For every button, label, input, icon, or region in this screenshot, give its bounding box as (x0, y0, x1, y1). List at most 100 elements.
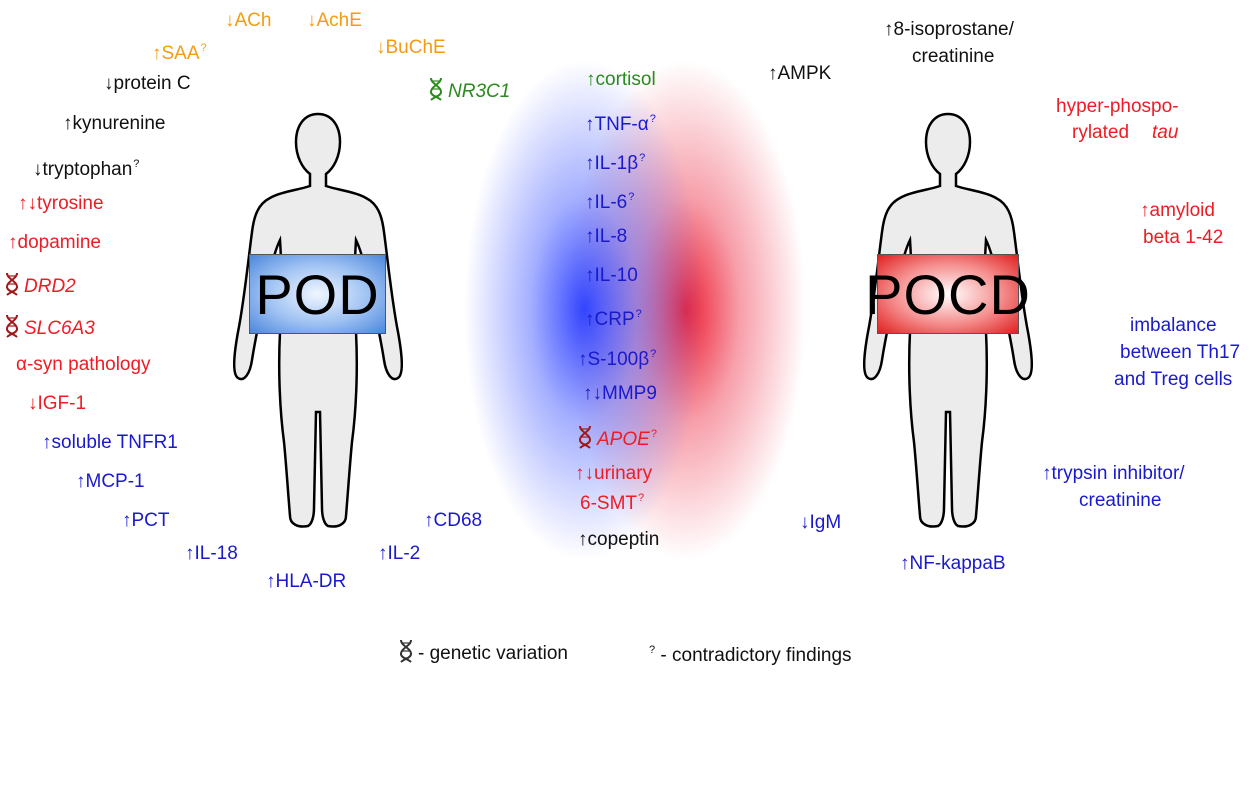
marker-ach: ↓ACh (225, 10, 271, 32)
marker-tnfa: ↑TNF-α? (585, 108, 656, 136)
question-mark-symbol: ? (628, 191, 635, 203)
marker-igm: ↓IgM (800, 512, 841, 534)
legend-contradictory: ? - contradictory findings (648, 639, 852, 667)
marker-apoe: APOE? (577, 423, 657, 455)
marker-text: DRD2 (24, 276, 76, 297)
marker-text: ↑dopamine (8, 232, 101, 253)
marker-il2: ↑IL-2 (378, 543, 420, 565)
marker-text: ↑IL-18 (185, 543, 238, 564)
marker-hladr: ↑HLA-DR (266, 571, 346, 593)
marker-slc6a3: SLC6A3 (4, 314, 95, 344)
marker-text: imbalance (1130, 315, 1217, 336)
legend-genetic: - genetic variation (398, 639, 568, 669)
marker-text: 6-SMT (580, 493, 637, 514)
marker-text: hyper-phospo- (1056, 96, 1179, 117)
marker-text: ↑↓tyrosine (18, 193, 104, 214)
marker-pct: ↑PCT (122, 510, 170, 532)
dna-helix-icon (578, 425, 592, 449)
marker-text: ↓BuChE (376, 37, 446, 58)
dna-helix-icon (399, 639, 413, 663)
marker-mmp9: ↑↓MMP9 (583, 383, 657, 405)
marker-drd2: DRD2 (4, 272, 76, 302)
marker-text: ↑IL-10 (585, 265, 638, 286)
marker-text: ↑amyloid (1140, 200, 1215, 221)
marker-isoprostane1: ↑8-isoprostane/ (884, 19, 1014, 41)
marker-text: ↑TNF-α (585, 114, 649, 135)
marker-tau2b: tau (1152, 122, 1178, 144)
question-mark-symbol: ? (638, 492, 645, 504)
marker-il6: ↑IL-6? (585, 186, 634, 214)
marker-text: ↓tryptophan (33, 159, 133, 180)
marker-text: ↑↓MMP9 (583, 383, 657, 404)
pocd-sign: POCD (865, 254, 1030, 334)
marker-text: ↑copeptin (578, 529, 660, 550)
marker-nfkb: ↑NF-kappaB (900, 553, 1006, 575)
marker-text: ↑IL-2 (378, 543, 421, 564)
marker-trypsin2: creatinine (1079, 490, 1161, 512)
marker-smt: 6-SMT? (580, 487, 644, 515)
marker-text: α-syn pathology (16, 354, 151, 375)
marker-text: ↑S-100β (578, 349, 650, 370)
question-mark-symbol: ? (649, 113, 656, 125)
marker-text: ↑NF-kappaB (900, 553, 1006, 574)
marker-s100b: ↑S-100β? (578, 343, 656, 371)
question-mark-symbol: ? (649, 644, 656, 656)
marker-text: ↓IGF-1 (28, 393, 87, 414)
marker-text: ↑8-isoprostane/ (884, 19, 1014, 40)
marker-text: creatinine (912, 46, 995, 67)
marker-tnfr1: ↑soluble TNFR1 (42, 432, 178, 454)
marker-text: ↑AMPK (768, 63, 832, 84)
marker-text: ↑CD68 (424, 510, 483, 531)
marker-text: ↓ACh (225, 10, 272, 31)
marker-il10: ↑IL-10 (585, 265, 638, 287)
marker-text: ↑↓urinary (575, 463, 653, 484)
marker-text: ↑trypsin inhibitor/ (1042, 463, 1185, 484)
marker-kynurenine: ↑kynurenine (63, 113, 165, 135)
marker-text: ↑SAA (152, 43, 200, 64)
marker-trypsin1: ↑trypsin inhibitor/ (1042, 463, 1185, 485)
marker-tau2a: rylated (1072, 122, 1129, 144)
marker-text: ↑MCP-1 (76, 471, 145, 492)
question-mark-symbol: ? (639, 152, 646, 164)
question-mark-symbol: ? (650, 348, 657, 360)
dna-helix-icon (5, 272, 19, 296)
marker-isoprostane2: creatinine (912, 46, 994, 68)
marker-dopamine: ↑dopamine (8, 232, 101, 254)
marker-buche: ↓BuChE (376, 37, 446, 59)
marker-text: tau (1152, 122, 1179, 143)
marker-protein_c: ↓protein C (104, 73, 191, 95)
marker-il8: ↑IL-8 (585, 226, 627, 248)
marker-text: ↓IgM (800, 512, 842, 533)
marker-text: ↑soluble TNFR1 (42, 432, 178, 453)
marker-text: ↑IL-8 (585, 226, 628, 247)
marker-cd68: ↑CD68 (424, 510, 482, 532)
question-mark-symbol: ? (200, 42, 207, 54)
marker-text: creatinine (1079, 490, 1162, 511)
marker-text: rylated (1072, 122, 1130, 143)
marker-ampk: ↑AMPK (768, 63, 831, 85)
marker-cortisol: ↑cortisol (586, 69, 656, 91)
question-mark-symbol: ? (133, 158, 140, 170)
question-mark-symbol: ? (650, 428, 657, 440)
marker-tyrosine: ↑↓tyrosine (18, 193, 104, 215)
marker-urinary: ↑↓urinary (575, 463, 652, 485)
marker-tryptophan: ↓tryptophan? (33, 153, 139, 181)
marker-text: ↓AchE (307, 10, 362, 31)
marker-text: ↑cortisol (586, 69, 656, 90)
marker-text: between Th17 (1120, 342, 1241, 363)
pod-sign: POD (249, 254, 386, 334)
dna-helix-icon (398, 639, 414, 669)
marker-th2: between Th17 (1120, 342, 1240, 364)
marker-nr3c1: NR3C1 (428, 77, 510, 107)
marker-tau1: hyper-phospo- (1056, 96, 1179, 118)
dna-helix-icon (429, 77, 443, 101)
marker-ache: ↓AchE (307, 10, 362, 32)
marker-asyn: α-syn pathology (16, 354, 151, 376)
marker-text: ↑PCT (122, 510, 170, 531)
blue-red-gradient-background (440, 40, 830, 580)
marker-text: ↓protein C (104, 73, 191, 94)
marker-text: ↑IL-1β (585, 153, 639, 174)
marker-text: NR3C1 (448, 81, 511, 102)
marker-text: APOE (597, 429, 650, 450)
marker-text: ↑kynurenine (63, 113, 166, 134)
